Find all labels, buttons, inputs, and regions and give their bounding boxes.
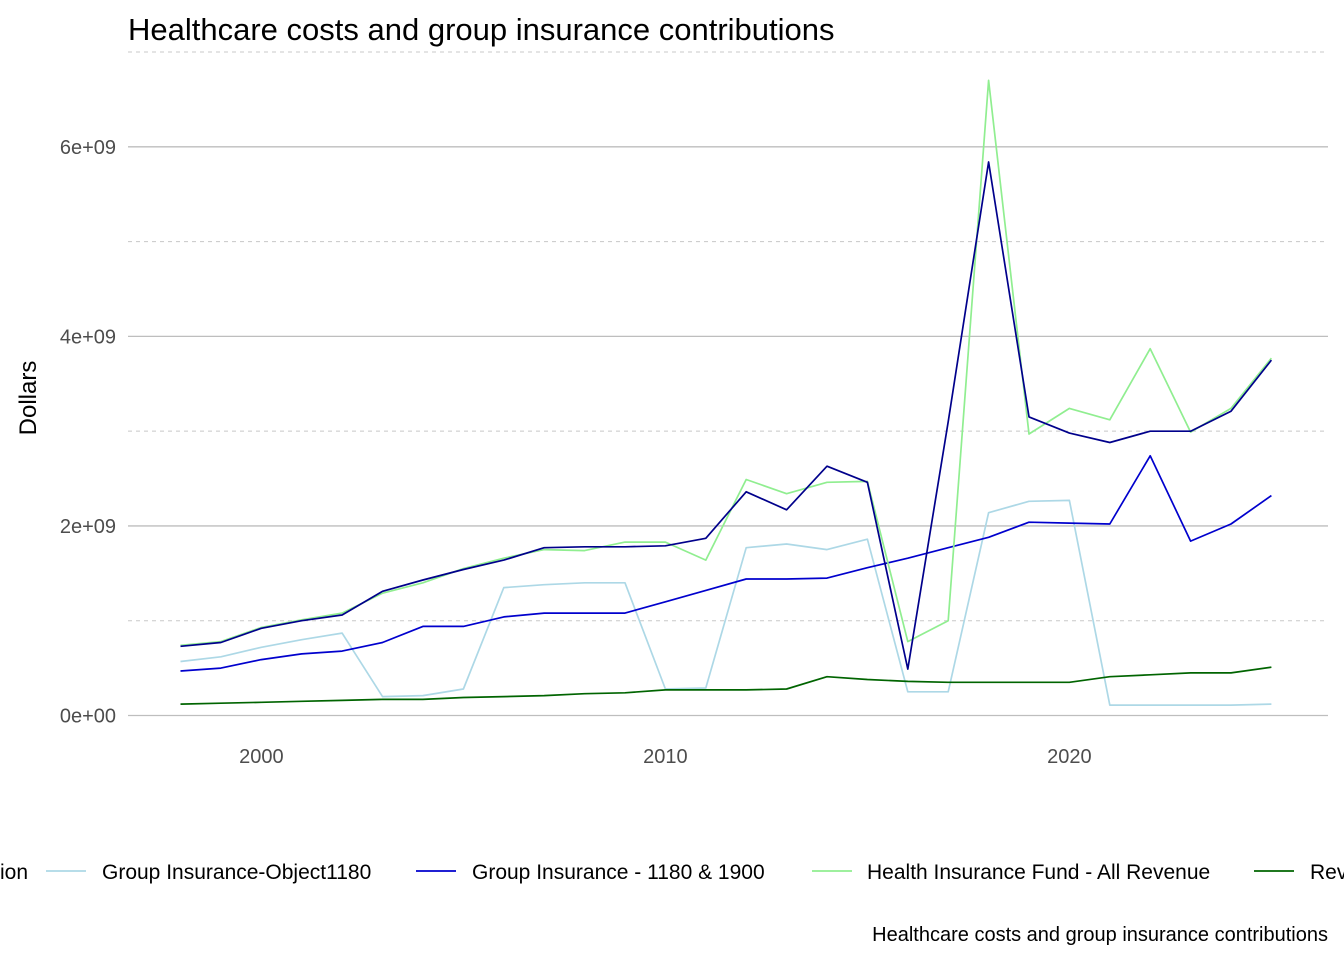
y-tick-label: 2e+09: [60, 516, 116, 538]
series-line: [180, 666, 1272, 705]
series-line: [180, 499, 1272, 706]
y-axis-ticks: 0e+00 2e+09 4e+09 6e+09: [60, 137, 116, 728]
legend-label: Rev: [1310, 861, 1344, 884]
x-tick-label: 2020: [1047, 746, 1092, 768]
y-tick-label: 0e+00: [60, 706, 116, 728]
legend-label: Health Insurance Fund - All Revenue: [867, 861, 1210, 884]
y-tick-label: 4e+09: [60, 326, 116, 348]
legend-label: ion: [0, 861, 28, 884]
x-tick-label: 2010: [643, 746, 688, 768]
chart-title: Healthcare costs and group insurance con…: [128, 12, 835, 47]
chart-caption: Healthcare costs and group insurance con…: [872, 924, 1328, 946]
x-axis-ticks: 2000 2010 2020: [239, 746, 1092, 768]
legend: ion Group Insurance-Object1180 Group Insur…: [0, 861, 1344, 884]
legend-label: Group Insurance-Object1180: [102, 861, 371, 884]
series-line: [180, 79, 1273, 647]
y-axis-title: Dollars: [15, 361, 42, 436]
series-line: [180, 161, 1273, 670]
series-lines: [180, 79, 1273, 706]
legend-label: Group Insurance - 1180 & 1900: [472, 861, 765, 884]
y-tick-label: 6e+09: [60, 137, 116, 159]
series-line: [180, 454, 1272, 672]
grid-lines: [128, 51, 1328, 717]
x-tick-label: 2000: [239, 746, 284, 768]
